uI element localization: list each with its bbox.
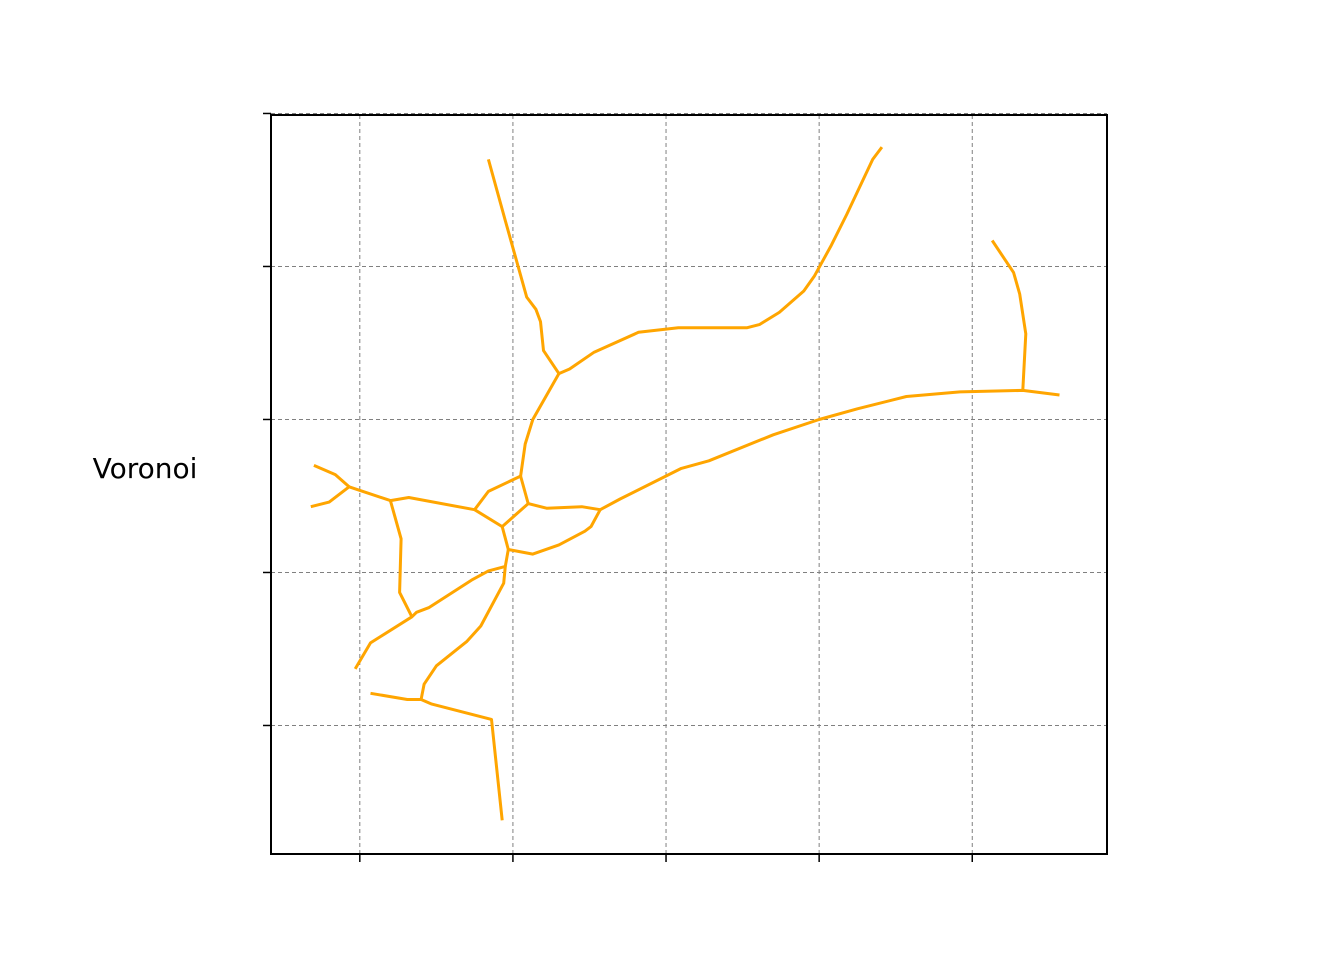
voronoi-edge (519, 475, 530, 504)
voronoi-edge (348, 485, 475, 512)
axes-frame (270, 114, 1108, 855)
voronoi-edge (313, 464, 351, 488)
grid-lines (271, 112, 1107, 854)
voronoi-edge (486, 159, 561, 375)
voronoi-edge (310, 485, 351, 509)
voronoi-edge (599, 388, 1060, 512)
voronoi-edge (419, 566, 507, 700)
voronoi-edge (370, 691, 504, 821)
y-axis-label: Voronoi (93, 452, 198, 485)
voronoi-edge (473, 474, 522, 511)
voronoi-edge (388, 500, 414, 618)
voronoi-edge (558, 146, 884, 375)
voronoi-edge (527, 502, 601, 512)
voronoi-edge (519, 372, 561, 477)
voronoi-edge (508, 508, 602, 556)
axis-ticks (263, 112, 974, 862)
voronoi-edge (990, 239, 1028, 391)
voronoi-edges (310, 146, 1060, 821)
voronoi-edge (500, 526, 510, 550)
voronoi-edge (353, 549, 510, 670)
